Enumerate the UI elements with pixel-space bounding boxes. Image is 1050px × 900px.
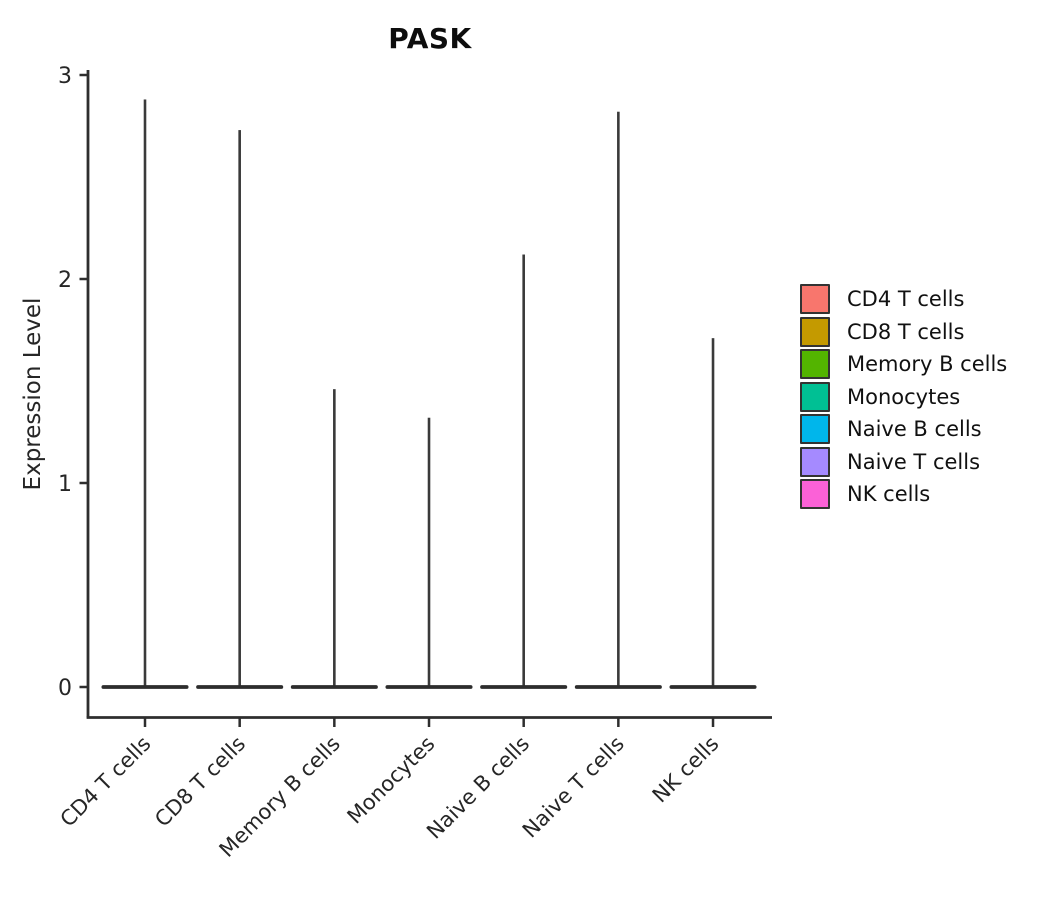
legend-item: CD4 T cells	[800, 283, 1007, 316]
y-tick-label: 1	[58, 472, 72, 497]
violin-body	[101, 685, 189, 689]
y-tick-label: 0	[58, 676, 72, 701]
legend-swatch	[800, 479, 830, 510]
legend-item: Naive T cells	[800, 446, 1007, 479]
legend-label: Memory B cells	[847, 352, 1008, 377]
violin-body	[290, 685, 378, 689]
violin-spike	[427, 417, 431, 686]
legend-item: Memory B cells	[800, 348, 1007, 381]
legend-swatch	[800, 446, 830, 477]
violin-spike	[333, 389, 336, 686]
x-axis-label: NK cells	[648, 732, 724, 808]
violin-body	[480, 685, 568, 689]
legend: CD4 T cells CD8 T cells Memory B cells Mono…	[800, 283, 1007, 511]
legend-label: CD8 T cells	[847, 319, 965, 344]
legend-label: NK cells	[847, 482, 931, 507]
legend-item: Monocytes	[800, 381, 1007, 414]
legend-item: CD8 T cells	[800, 316, 1007, 349]
legend-swatch	[800, 349, 830, 380]
x-axis-label: Naive T cells	[518, 732, 629, 843]
violin-spike	[522, 254, 525, 686]
x-axis-label: CD8 T cells	[150, 732, 250, 832]
legend-item: NK cells	[800, 478, 1007, 511]
violin-body	[574, 685, 662, 689]
violin-spike	[617, 111, 620, 687]
violin-body	[385, 685, 473, 689]
legend-item: Naive B cells	[800, 413, 1007, 446]
violin-body	[669, 685, 757, 689]
x-axis-label: Monocytes	[343, 732, 440, 829]
legend-swatch	[800, 316, 830, 347]
y-tick-label: 2	[58, 268, 72, 293]
chart-title: PASK	[388, 22, 472, 55]
legend-label: CD4 T cells	[847, 287, 965, 312]
violin-body	[196, 685, 284, 689]
legend-label: Naive B cells	[847, 417, 982, 442]
legend-label: Naive T cells	[847, 449, 981, 474]
legend-swatch	[800, 284, 830, 315]
legend-label: Monocytes	[847, 384, 961, 409]
legend-swatch	[800, 414, 830, 445]
legend-swatch	[800, 381, 830, 412]
x-axis-label: CD4 T cells	[56, 732, 156, 832]
violin-spike	[143, 99, 147, 687]
violin-spike	[238, 130, 241, 686]
y-tick-label: 3	[58, 64, 72, 89]
violin-spike	[711, 338, 715, 686]
